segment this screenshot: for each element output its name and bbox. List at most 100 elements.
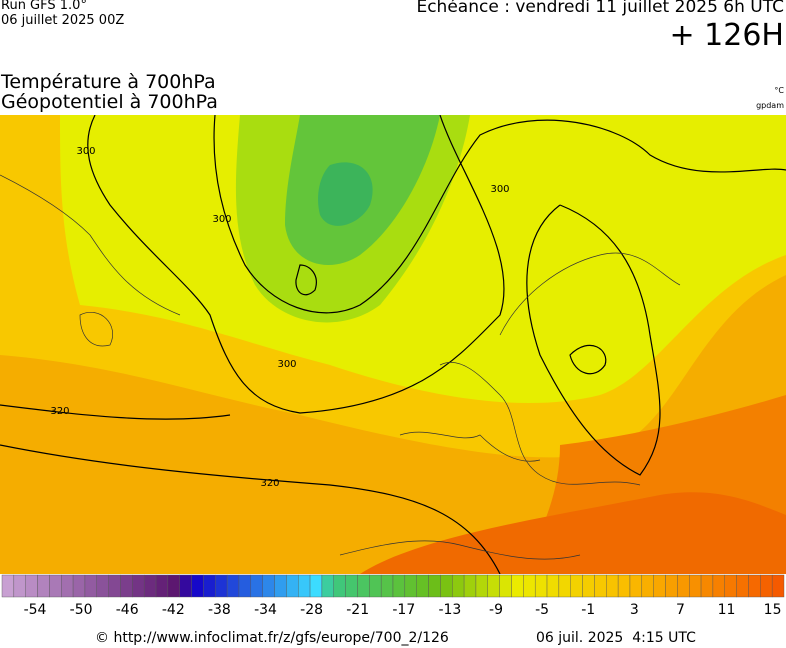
colorbar-swatch [380,574,394,598]
colorbar-swatch [582,574,595,598]
colorbar-swatch [286,574,299,598]
colorbar-swatch [143,574,157,598]
colorbar-swatch [72,574,86,598]
colorbar-swatch [724,574,737,598]
colorbar-swatch [606,574,619,598]
colorbar-label: -46 [116,602,139,618]
colorbar-label: -9 [489,602,503,618]
colorbar-swatch [274,574,287,598]
colorbar-swatch [96,574,109,598]
colorbar-swatch [404,574,417,598]
colorbar-swatch [25,574,38,598]
contour-labels: 300 300 300 300 320 320 [50,146,509,489]
colorbar-swatch [84,574,97,598]
colorbar-swatch [132,574,145,598]
colorbar-label: -21 [346,602,369,618]
colorbar-swatch [463,574,477,598]
colorbar-swatch [689,574,702,598]
contour-320-a [0,404,231,420]
colorbar-swatch [61,574,74,598]
colorbar-label: -50 [70,602,93,618]
contour-300-c [526,204,661,476]
run-label: Run GFS 1.0° [1,0,87,13]
contour-label: 300 [76,146,95,157]
colorbar-swatch [321,574,334,598]
colorbar: -54 -50 -46 -42 -38 -34 -28 -21 -17 -13 -9 -5 -1 3 7 11… [1,574,785,618]
unit-geo: gpdam [756,101,784,110]
colorbar-swatch [736,574,749,598]
colorbar-swatch [49,574,62,598]
colorbar-label: -28 [300,602,323,618]
footer-source: © http://www.infoclimat.fr/z/gfs/europe/… [95,630,449,646]
colorbar-label: -5 [535,602,549,618]
colorbar-swatch [120,574,133,598]
contour-300-b [213,115,786,314]
colorbar-swatch [523,574,536,598]
colorbar-swatch [179,574,192,598]
colorbar-swatch [771,574,785,598]
unit-temp: °C [774,86,784,95]
colorbar-swatch [748,574,761,598]
colorbar-label: -17 [392,602,415,618]
contour-small [569,344,607,375]
colorbar-swatch [511,574,524,598]
colorbar-swatch [13,574,26,598]
colorbar-swatch [475,574,488,598]
map: 300 300 300 300 320 320 [0,115,786,574]
coldest-zone [318,162,373,226]
colorbar-swatch [665,574,678,598]
colorbar-swatch [452,574,465,598]
lead-time: + 126H [669,18,785,53]
colorbar-swatch [629,574,643,598]
colorbar-swatch [677,574,690,598]
contour-label: 320 [50,406,69,417]
contour-320-b [0,444,501,574]
colorbar-swatch [760,574,773,598]
contour-300-a [87,115,505,414]
colorbar-swatch [215,574,228,598]
colorbar-swatch [1,574,15,598]
colorbar-label: 15 [764,602,782,618]
colorbar-swatch [440,574,453,598]
colorbar-swatch [155,574,169,598]
colorbar-label: -34 [254,602,277,618]
colorbar-label: 3 [630,602,639,618]
contour-label: 320 [260,478,279,489]
colorbar-swatch [333,574,346,598]
colorbar-label: -38 [208,602,231,618]
colorbar-swatch [594,574,607,598]
colorbar-swatch [262,574,275,598]
contour-label: 300 [212,214,231,225]
colorbar-label: -42 [162,602,185,618]
colorbar-swatch [487,574,500,598]
colorbar-swatch [499,574,512,598]
colorbar-swatch [570,574,583,598]
colorbar-swatch [191,574,204,598]
run-date: 06 juillet 2025 00Z [1,13,125,28]
hottest-zone [360,492,786,574]
colorbar-swatch [357,574,370,598]
coastlines [0,174,681,560]
valid-time: Echéance : vendredi 11 juillet 2025 6h U… [416,0,784,17]
colorbar-swatch [167,574,180,598]
colorbar-swatch [345,574,358,598]
colorbar-swatch [617,574,631,598]
title-temp: Température à 700hPa [1,71,216,93]
colorbar-label: 7 [676,602,685,618]
colorbar-swatch [108,574,121,598]
colorbar-swatch [546,574,560,598]
colorbar-label: 11 [718,602,736,618]
colorbar-swatch [712,574,725,598]
colorbar-swatch [416,574,429,598]
colorbar-swatch [641,574,654,598]
colorbar-swatch [369,574,382,598]
contours [0,115,786,574]
contour-label: 300 [277,359,296,370]
colorbar-swatch [298,574,311,598]
colorbar-swatch [428,574,441,598]
colorbar-swatch [250,574,263,598]
colorbar-label: -54 [24,602,47,618]
colorbar-swatch [309,574,323,598]
colorbar-label: -13 [438,602,461,618]
